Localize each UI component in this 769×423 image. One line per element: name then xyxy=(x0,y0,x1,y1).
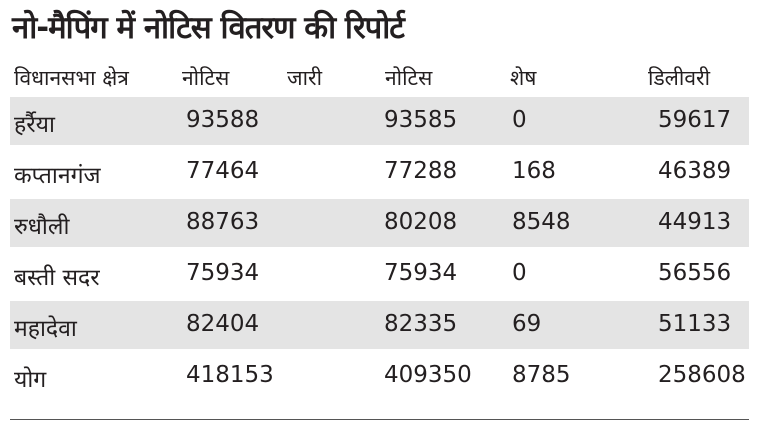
cell-value: 69 xyxy=(512,311,542,337)
cell-value: 418153 xyxy=(186,362,274,388)
table-row: हर्रैया 93588 93585 0 59617 xyxy=(10,97,749,145)
table-row: रुधौली 88763 80208 8548 44913 xyxy=(10,199,749,247)
cell-value: 82404 xyxy=(186,311,260,337)
column-header: डिलीवरी xyxy=(648,66,711,90)
cell-value: 75934 xyxy=(384,260,458,286)
cell-value: 168 xyxy=(512,158,556,184)
cell-value: 8548 xyxy=(512,209,571,235)
table-row: बस्ती सदर 75934 75934 0 56556 xyxy=(10,250,749,298)
cell-value: 75934 xyxy=(186,260,260,286)
cell-value: 409350 xyxy=(384,362,472,388)
cell-value: 93585 xyxy=(384,107,458,133)
row-label: बस्ती सदर xyxy=(14,265,100,291)
table-row: योग 418153 409350 8785 258608 xyxy=(10,352,749,400)
cell-value: 77288 xyxy=(384,158,458,184)
bottom-rule xyxy=(10,419,749,420)
row-label: योग xyxy=(14,367,47,393)
table-row: महादेवा 82404 82335 69 51133 xyxy=(10,301,749,349)
cell-value: 51133 xyxy=(658,311,732,337)
title: नो-मैपिंग में नोटिस वितरण की रिपोर्ट xyxy=(12,10,405,46)
row-label: कप्तानगंज xyxy=(14,163,101,189)
cell-value: 80208 xyxy=(384,209,458,235)
column-header: विधानसभा क्षेत्र xyxy=(14,66,129,90)
cell-value: 44913 xyxy=(658,209,732,235)
cell-value: 0 xyxy=(512,107,527,133)
cell-value: 46389 xyxy=(658,158,732,184)
cell-value: 77464 xyxy=(186,158,260,184)
row-label: हर्रैया xyxy=(14,112,55,138)
cell-value: 0 xyxy=(512,260,527,286)
cell-value: 59617 xyxy=(658,107,732,133)
cell-value: 258608 xyxy=(658,362,746,388)
row-label: रुधौली xyxy=(14,214,70,240)
cell-value: 88763 xyxy=(186,209,260,235)
column-header: नोटिस xyxy=(385,66,433,90)
cell-value: 8785 xyxy=(512,362,571,388)
cell-value: 82335 xyxy=(384,311,458,337)
column-header: शेष xyxy=(510,66,537,90)
table-row: कप्तानगंज 77464 77288 168 46389 xyxy=(10,148,749,196)
cell-value: 93588 xyxy=(186,107,260,133)
column-header: जारी xyxy=(287,66,323,90)
row-label: महादेवा xyxy=(14,316,77,342)
cell-value: 56556 xyxy=(658,260,732,286)
column-header: नोटिस xyxy=(182,66,230,90)
